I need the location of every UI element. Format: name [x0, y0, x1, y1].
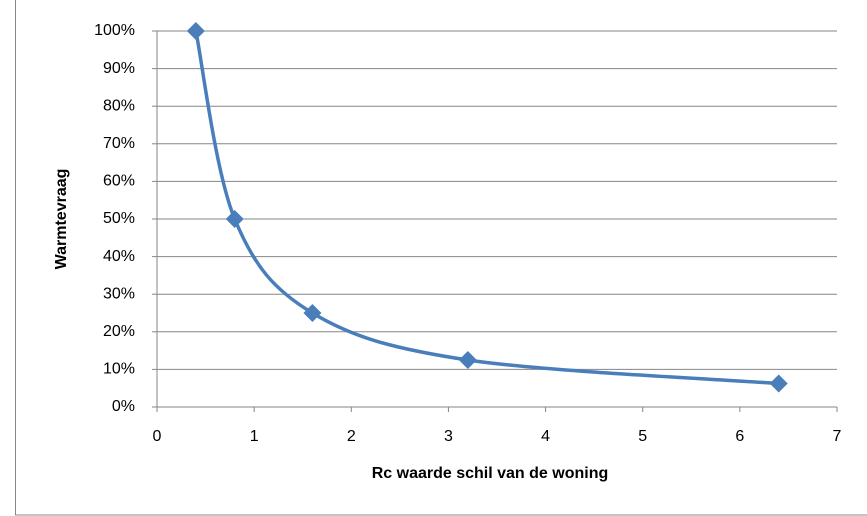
- x-tick-label: 6: [735, 428, 744, 445]
- y-tick-label: 90%: [103, 60, 135, 77]
- x-tick-label: 5: [638, 428, 647, 445]
- x-tick-label: 0: [153, 428, 162, 445]
- y-tick-label: 60%: [103, 173, 135, 190]
- marker: [186, 22, 205, 40]
- x-tick-label: 7: [833, 428, 842, 445]
- y-tick-label: 100%: [94, 22, 135, 39]
- marker: [458, 351, 477, 369]
- y-tick-label: 80%: [103, 97, 135, 114]
- y-tick-label: 10%: [103, 361, 135, 378]
- x-tick-label: 1: [250, 428, 259, 445]
- y-tick-label: 20%: [103, 323, 135, 340]
- marker: [225, 210, 244, 228]
- x-tick-label: 3: [444, 428, 453, 445]
- y-axis-title: Warmtevraag: [53, 169, 70, 270]
- x-tick-label: 2: [347, 428, 356, 445]
- y-tick-label: 50%: [103, 210, 135, 227]
- x-tick-label: 4: [541, 428, 550, 445]
- y-tick-label: 40%: [103, 248, 135, 265]
- y-tick-label: 0%: [112, 398, 135, 415]
- series-line: [194, 30, 779, 386]
- y-tick-label: 30%: [103, 285, 135, 302]
- marker: [769, 374, 788, 393]
- marker: [303, 304, 322, 322]
- x-axis-title: Rc waarde schil van de woning: [372, 465, 609, 482]
- y-tick-label: 70%: [103, 135, 135, 152]
